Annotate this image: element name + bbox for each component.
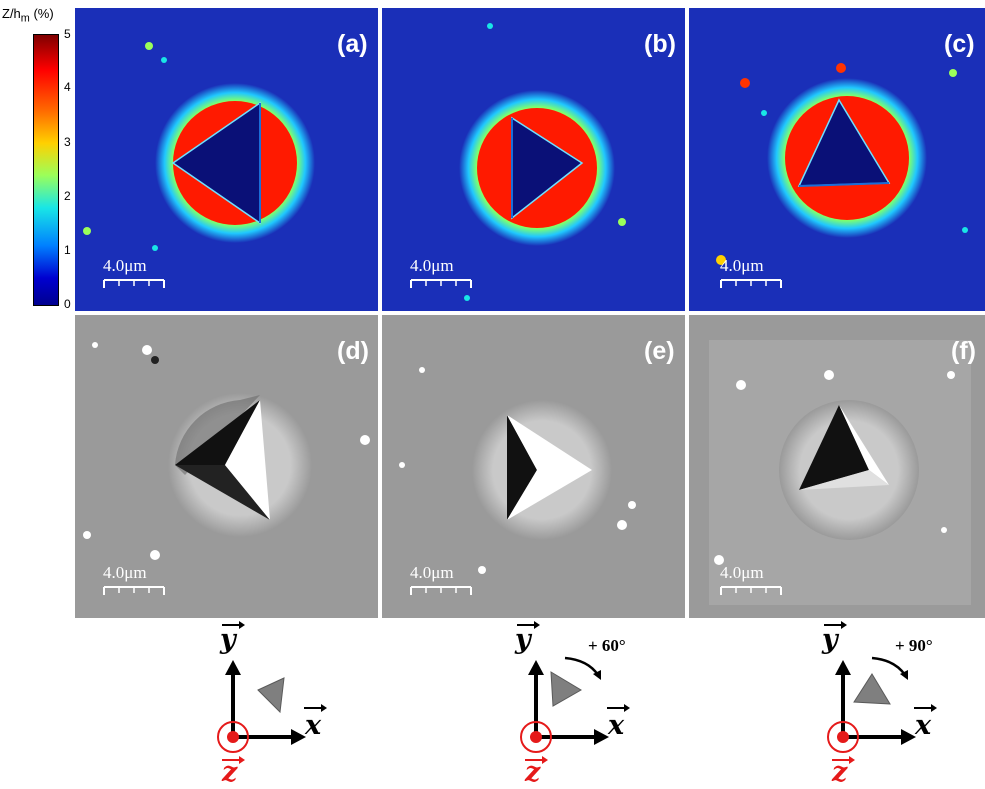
colorbar-tick-2: 2: [64, 189, 71, 203]
panel-label-a: (a): [337, 30, 368, 58]
scale-bar-b: [410, 279, 472, 288]
panel-label-c: (c): [944, 30, 975, 58]
z-axis-label-3: z: [832, 757, 848, 788]
colorbar-tick-0: 0: [64, 297, 71, 311]
relief-map-d: [75, 315, 378, 618]
axes-graphic-2: [517, 621, 630, 764]
relief-map-e: [382, 315, 685, 618]
colorbar-tick-1: 1: [64, 243, 71, 257]
scale-bar-a: [103, 279, 165, 288]
panel-label-d: (d): [337, 337, 369, 365]
panel-b: (b) 4.0μm: [382, 8, 685, 311]
scale-bar-label-f: 4.0μm: [720, 563, 764, 582]
x-axis-label-3: x: [915, 710, 932, 741]
panel-label-f: (f): [951, 337, 976, 365]
x-axis-label-1: x: [305, 710, 322, 741]
panel-e: (e) 4.0μm: [382, 315, 685, 618]
z-axis-label-2: z: [525, 757, 541, 788]
axes-diagram-3: y x z + 90°: [810, 620, 980, 788]
panel-a: (a) 4.0μm: [75, 8, 378, 311]
panel-c: (c) 4.0μm: [689, 8, 985, 311]
colorbar-gradient: [33, 34, 59, 306]
colorbar-tick-4: 4: [64, 80, 71, 94]
z-axis-label-1: z: [222, 757, 238, 788]
colorbar-tick-3: 3: [64, 135, 71, 149]
colorbar-title: Z/hm (%): [2, 6, 54, 25]
height-map-c: [689, 8, 985, 311]
scale-bar-d: [103, 586, 165, 595]
panel-f: (f) 4.0μm: [689, 315, 985, 618]
scale-bar-label-c: 4.0μm: [720, 256, 764, 275]
y-axis-label-1: y: [220, 624, 236, 655]
scale-bar-label-e: 4.0μm: [410, 563, 454, 582]
axes-diagram-1: y x z: [200, 620, 350, 788]
scale-bar-label-b: 4.0μm: [410, 256, 454, 275]
panel-d: (d) 4.0μm: [75, 315, 378, 618]
scale-bar-e: [410, 586, 472, 595]
rotation-label-90: + 90°: [895, 636, 933, 655]
scale-bar-label-a: 4.0μm: [103, 256, 147, 275]
scale-bar-label-d: 4.0μm: [103, 563, 147, 582]
relief-map-f: [689, 315, 985, 618]
y-axis-label-3: y: [822, 624, 838, 655]
scale-bar-f: [720, 586, 782, 595]
axes-diagram-2: y x z + 60°: [503, 620, 663, 788]
height-map-b: [382, 8, 685, 311]
axes-graphic-3: [824, 621, 937, 764]
axes-graphic-1: [217, 621, 327, 764]
height-map-a: [75, 8, 378, 311]
panel-label-b: (b): [644, 30, 676, 58]
colorbar-tick-5: 5: [64, 27, 71, 41]
y-axis-label-2: y: [515, 624, 531, 655]
scale-bar-c: [720, 279, 782, 288]
rotation-label-60: + 60°: [588, 636, 626, 655]
panel-label-e: (e): [644, 337, 675, 365]
x-axis-label-2: x: [608, 710, 625, 741]
